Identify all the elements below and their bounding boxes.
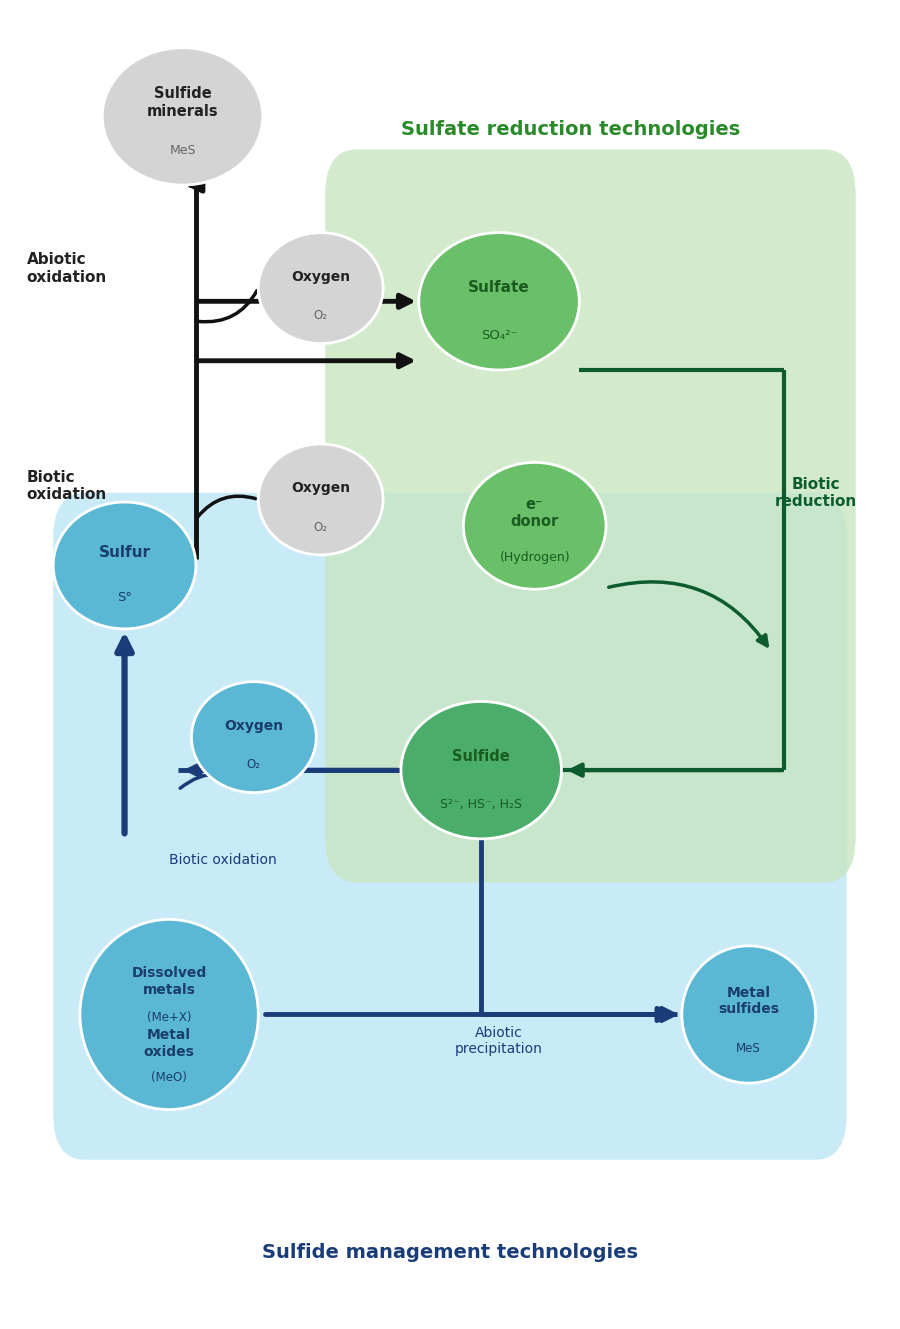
Text: O₂: O₂ xyxy=(314,521,328,534)
Text: Oxygen: Oxygen xyxy=(291,270,350,284)
Ellipse shape xyxy=(258,444,383,556)
Text: Abiotic
precipitation: Abiotic precipitation xyxy=(455,1026,543,1057)
Ellipse shape xyxy=(464,462,606,589)
Text: Metal
sulfides: Metal sulfides xyxy=(718,986,779,1015)
Text: Oxygen: Oxygen xyxy=(224,719,284,734)
Ellipse shape xyxy=(682,946,815,1083)
Text: Biotic
reduction: Biotic reduction xyxy=(775,477,857,509)
Ellipse shape xyxy=(258,233,383,344)
Text: Sulfur: Sulfur xyxy=(98,545,150,561)
Text: S°: S° xyxy=(117,590,132,603)
Text: Abiotic
oxidation: Abiotic oxidation xyxy=(26,253,107,284)
Ellipse shape xyxy=(53,502,196,629)
Text: (MeO): (MeO) xyxy=(151,1071,187,1084)
Ellipse shape xyxy=(418,233,580,369)
Text: Sulfide management technologies: Sulfide management technologies xyxy=(262,1243,638,1261)
Text: S²⁻, HS⁻, H₂S: S²⁻, HS⁻, H₂S xyxy=(440,797,522,811)
Text: Biotic oxidation: Biotic oxidation xyxy=(169,853,276,867)
Ellipse shape xyxy=(103,48,263,185)
Text: (Me+X): (Me+X) xyxy=(147,1010,192,1023)
FancyBboxPatch shape xyxy=(325,149,856,882)
Text: Metal
oxides: Metal oxides xyxy=(144,1029,194,1059)
Text: Biotic
oxidation: Biotic oxidation xyxy=(26,470,107,502)
Ellipse shape xyxy=(192,682,316,792)
Text: MeS: MeS xyxy=(736,1042,761,1055)
FancyBboxPatch shape xyxy=(53,493,847,1160)
Ellipse shape xyxy=(401,702,562,839)
Text: (Hydrogen): (Hydrogen) xyxy=(500,552,570,563)
Text: MeS: MeS xyxy=(169,145,196,157)
Text: Sulfate reduction technologies: Sulfate reduction technologies xyxy=(400,120,740,140)
Text: e⁻
donor: e⁻ donor xyxy=(510,497,559,529)
Text: Sulfate: Sulfate xyxy=(468,280,530,295)
Text: Oxygen: Oxygen xyxy=(291,481,350,496)
Ellipse shape xyxy=(80,920,258,1110)
Text: SO₄²⁻: SO₄²⁻ xyxy=(481,330,518,342)
Text: O₂: O₂ xyxy=(247,759,261,771)
Text: Dissolved
metals: Dissolved metals xyxy=(131,966,207,997)
Text: Sulfide: Sulfide xyxy=(453,750,510,764)
Text: O₂: O₂ xyxy=(314,310,328,323)
Text: Sulfide
minerals: Sulfide minerals xyxy=(147,86,219,118)
